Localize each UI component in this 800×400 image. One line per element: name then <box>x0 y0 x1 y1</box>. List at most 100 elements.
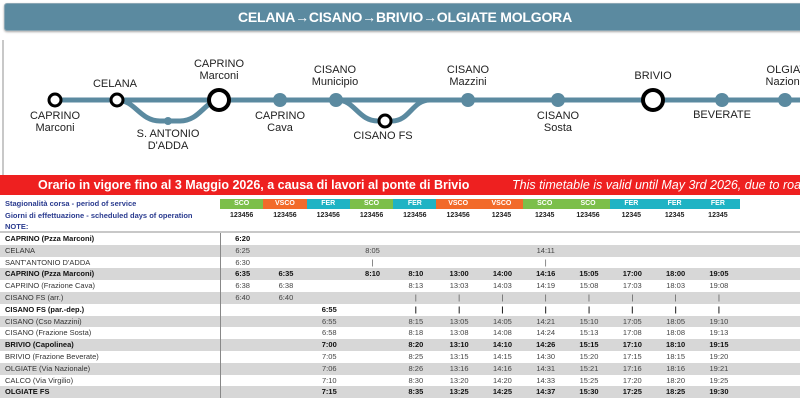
season-badge: VSCO <box>263 199 307 209</box>
stop-name: CAPRINO <box>254 110 306 122</box>
stop-label-cisano-sosta: CISANO Sosta <box>537 110 579 134</box>
time-cell: 6:20 <box>235 234 251 243</box>
time-cell: 19:10 <box>709 316 729 326</box>
time-cell: 19:15 <box>709 340 729 350</box>
time-cell: | <box>544 257 547 267</box>
days-of-operation: 12345 <box>621 212 642 219</box>
stop-label-olgiate-nazionale: OLGIATE Nazionale <box>766 64 800 88</box>
time-cell: | <box>674 304 677 314</box>
time-cell: 19:21 <box>709 363 729 373</box>
time-cell: 19:20 <box>709 351 729 361</box>
time-cell: 17:03 <box>622 281 642 291</box>
stop-name-cell: OLGIATE FS <box>0 386 221 399</box>
season-badge: SCO <box>566 199 610 209</box>
season-badge: VSCO <box>436 199 480 209</box>
season-badge: FER <box>696 199 740 209</box>
time-cell: 6:35 <box>278 269 294 279</box>
days-label: Giorni di effettuazione - scheduled days… <box>5 211 193 220</box>
time-cell: 7:06 <box>321 363 337 373</box>
table-row: CELANA 6:25 8:05 14:11 <box>0 244 800 257</box>
time-cell <box>481 257 524 269</box>
stop-name: CISANO FS <box>353 130 413 142</box>
page-title: CELANA→CISANO→BRIVIO→OLGIATE MOLGORA <box>238 9 572 25</box>
time-cell: 13:10 <box>449 340 469 350</box>
time-cell: 13:25 <box>449 387 469 397</box>
time-cell: 14:00 <box>492 269 513 279</box>
stop-sub: Cava <box>267 122 293 134</box>
time-cell: 14:10 <box>492 340 513 350</box>
days-of-operation: 12345 <box>708 212 728 219</box>
time-cell <box>611 233 654 245</box>
season-badge: FER <box>306 199 350 209</box>
season-label: Stagionalità corsa - period of service <box>5 199 137 208</box>
time-cell: 19:05 <box>709 269 729 279</box>
season-badge: SCO <box>349 199 394 209</box>
time-cell: 14:16 <box>493 363 512 373</box>
time-cell: 6:40 <box>235 292 250 302</box>
time-cell <box>264 327 307 339</box>
table-row: CISANO FS (arr.) 6:40 6:40 | | | | | | | | <box>0 291 800 304</box>
time-cell <box>308 245 351 257</box>
stop-label-cisano-fs: CISANO FS <box>353 130 412 142</box>
time-cell <box>308 268 351 280</box>
stop-label-brivio: BRIVIO <box>634 70 671 82</box>
time-cell: 13:20 <box>449 375 469 385</box>
time-cell: 18:00 <box>666 269 686 279</box>
time-cell: 14:08 <box>493 328 512 338</box>
time-cell: 14:25 <box>492 387 513 397</box>
time-cell: 14:05 <box>493 316 512 326</box>
time-cell: 6:25 <box>235 245 250 255</box>
stop-name: CISANO <box>313 64 357 76</box>
stop-label-caprino-marconi: CAPRINO Marconi <box>194 58 244 82</box>
time-cell <box>221 363 264 375</box>
time-cell: 14:19 <box>536 281 556 291</box>
time-cell <box>221 316 264 328</box>
stop-name-cell: CISANO (Frazione Sosta) <box>0 327 221 340</box>
time-cell <box>394 233 437 245</box>
time-cell: 13:16 <box>449 363 469 373</box>
time-cell: 15:20 <box>579 351 599 361</box>
time-cell: 13:03 <box>449 281 469 291</box>
time-cell <box>221 386 264 398</box>
time-cell: 15:10 <box>579 316 599 326</box>
stop-sub: D'ADDA <box>147 140 189 152</box>
validity-banner: Orario in vigore fino al 3 Maggio 2026, … <box>0 175 800 195</box>
time-cell: 8:10 <box>408 269 424 279</box>
time-cell: 17:20 <box>622 375 642 385</box>
stop-label-celana: CELANA <box>93 78 137 90</box>
time-cell: 6:38 <box>278 281 294 291</box>
season-badge: FER <box>652 199 697 209</box>
days-of-operation: 123456 <box>446 212 470 219</box>
time-cell: 15:25 <box>579 375 599 385</box>
stop-name-cell: CELANA <box>0 244 221 257</box>
table-row: OLGIATE (Via Nazionale) 7:06 8:26 13:16 14:1… <box>0 362 800 375</box>
stop-name-cell: CISANO FS (arr.) <box>0 291 221 304</box>
stop-name: CAPRINO <box>29 110 81 122</box>
time-cell: 17:08 <box>622 328 642 338</box>
table-row: SANT'ANTONIO D'ADDA 6:30 | | <box>0 256 800 269</box>
stop-name: CAPRINO <box>193 58 245 70</box>
time-cell <box>654 257 697 269</box>
time-cell: 18:08 <box>666 328 685 338</box>
table-row: CAPRINO (Frazione Cava) 6:38 6:38 8:13 13:03… <box>0 280 800 292</box>
stop-sub: Mazzini <box>449 76 487 88</box>
stop-name: S. ANTONIO <box>136 128 200 140</box>
time-cell <box>394 245 437 257</box>
time-cell <box>264 245 307 257</box>
time-cell <box>697 245 740 257</box>
time-cell <box>264 304 307 316</box>
stop-name: BEVERATE <box>693 109 751 121</box>
stop-sub: Sosta <box>543 122 573 134</box>
time-cell: 8:05 <box>365 245 380 255</box>
time-cell: 7:05 <box>321 351 337 361</box>
time-cell: 14:16 <box>536 269 556 279</box>
time-cell: 14:11 <box>536 245 555 255</box>
time-cell: 13:00 <box>449 269 469 279</box>
time-cell <box>221 375 264 387</box>
time-cell: 6:38 <box>235 281 250 291</box>
stop-label-caprino-marconi-start: CAPRINO Marconi <box>30 110 80 134</box>
time-cell <box>351 233 394 245</box>
time-cell <box>351 386 394 398</box>
time-cell <box>697 257 740 269</box>
season-header-row: SCO VSCO FER SCO FER VSCO VSCO SCO SCO FER FER FER <box>220 199 740 209</box>
